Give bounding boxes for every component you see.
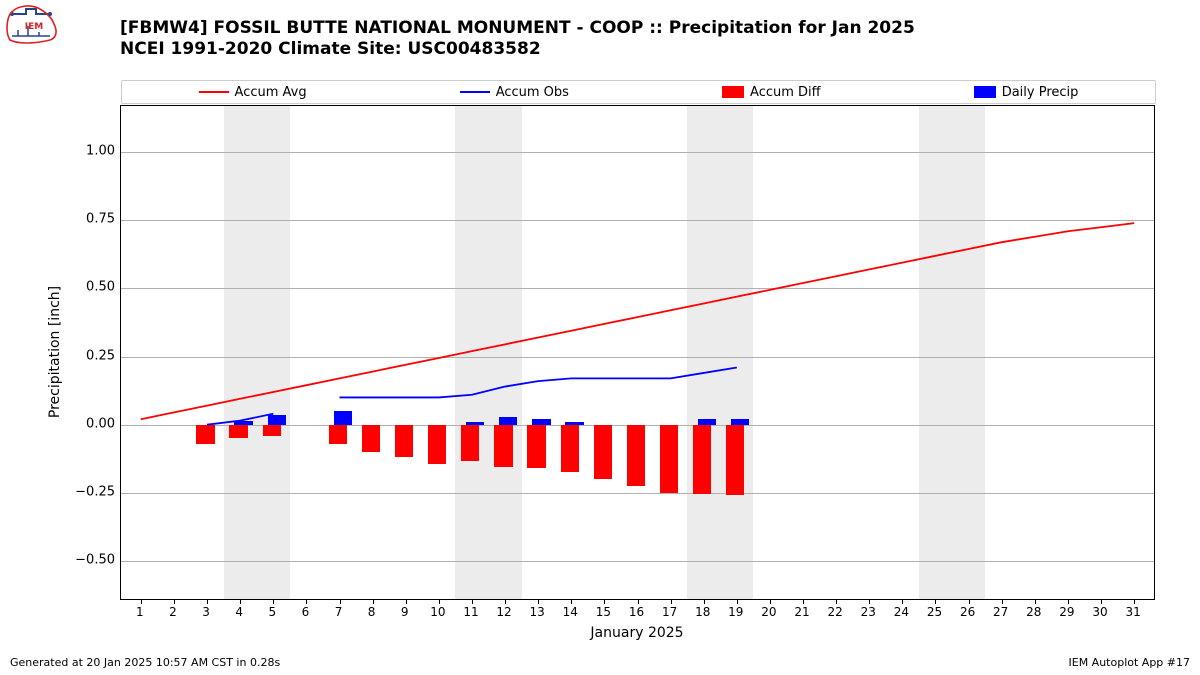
x-tick	[472, 599, 473, 604]
y-tick-label: 0.00	[86, 416, 115, 431]
x-tick	[1068, 599, 1069, 604]
legend-label-obs: Accum Obs	[496, 85, 569, 100]
footer-generated: Generated at 20 Jan 2025 10:57 AM CST in…	[10, 656, 280, 669]
line-accum-avg	[141, 223, 1134, 419]
x-tick	[505, 599, 506, 604]
x-tick	[737, 599, 738, 604]
x-tick-label: 11	[463, 605, 478, 619]
x-tick-label: 7	[335, 605, 343, 619]
x-tick	[1035, 599, 1036, 604]
x-tick-label: 15	[596, 605, 611, 619]
x-tick	[141, 599, 142, 604]
x-tick	[803, 599, 804, 604]
x-tick	[273, 599, 274, 604]
x-tick	[174, 599, 175, 604]
x-tick	[604, 599, 605, 604]
x-tick-label: 19	[728, 605, 743, 619]
x-tick-label: 4	[235, 605, 243, 619]
y-tick-label: 0.25	[86, 348, 115, 363]
x-tick	[207, 599, 208, 604]
x-tick-label: 14	[563, 605, 578, 619]
x-tick-label: 3	[202, 605, 210, 619]
x-tick-label: 30	[1092, 605, 1107, 619]
legend-accum-diff: Accum Diff	[722, 85, 821, 100]
x-tick	[240, 599, 241, 604]
title-line-1: [FBMW4] FOSSIL BUTTE NATIONAL MONUMENT -…	[120, 18, 915, 39]
x-tick	[571, 599, 572, 604]
y-tick-label: 0.50	[86, 280, 115, 295]
x-tick-label: 8	[368, 605, 376, 619]
x-tick-label: 21	[794, 605, 809, 619]
y-tick-label: 1.00	[86, 144, 115, 159]
x-tick	[671, 599, 672, 604]
legend-patch-diff	[722, 86, 744, 98]
x-tick-label: 17	[662, 605, 677, 619]
y-axis-label: Precipitation [inch]	[47, 286, 63, 418]
x-tick	[836, 599, 837, 604]
legend-line-avg	[199, 91, 229, 93]
x-tick	[770, 599, 771, 604]
iem-logo: IEM	[6, 4, 60, 44]
footer-appid: IEM Autoplot App #17	[1069, 656, 1191, 669]
y-tick-label: 0.75	[86, 212, 115, 227]
x-tick-label: 1	[136, 605, 144, 619]
x-tick	[869, 599, 870, 604]
legend-accum-obs: Accum Obs	[460, 85, 569, 100]
x-tick	[340, 599, 341, 604]
legend-label-daily: Daily Precip	[1002, 85, 1079, 100]
x-tick-label: 5	[268, 605, 276, 619]
x-tick	[1134, 599, 1135, 604]
x-tick	[902, 599, 903, 604]
x-tick	[969, 599, 970, 604]
svg-text:IEM: IEM	[25, 22, 43, 32]
x-tick	[373, 599, 374, 604]
x-tick-label: 13	[530, 605, 545, 619]
x-tick-label: 27	[993, 605, 1008, 619]
y-tick-label: −0.25	[75, 484, 115, 499]
x-tick-label: 28	[1026, 605, 1041, 619]
x-tick-label: 25	[927, 605, 942, 619]
x-tick-label: 24	[894, 605, 909, 619]
legend-label-diff: Accum Diff	[750, 85, 821, 100]
x-tick-label: 6	[302, 605, 310, 619]
x-tick-label: 20	[761, 605, 776, 619]
x-tick-label: 16	[629, 605, 644, 619]
x-tick-label: 2	[169, 605, 177, 619]
legend-patch-daily	[974, 86, 996, 98]
legend-accum-avg: Accum Avg	[199, 85, 307, 100]
x-tick-label: 10	[430, 605, 445, 619]
legend: Accum Avg Accum Obs Accum Diff Daily Pre…	[121, 80, 1156, 104]
y-tick-label: −0.50	[75, 552, 115, 567]
x-tick-label: 29	[1059, 605, 1074, 619]
x-tick-label: 9	[401, 605, 409, 619]
legend-label-avg: Accum Avg	[235, 85, 307, 100]
x-tick-label: 18	[695, 605, 710, 619]
title-line-2: NCEI 1991-2020 Climate Site: USC00483582	[120, 39, 915, 60]
x-tick	[439, 599, 440, 604]
legend-line-obs	[460, 91, 490, 93]
x-axis-label: January 2025	[590, 625, 683, 641]
x-tick	[406, 599, 407, 604]
x-tick	[704, 599, 705, 604]
x-tick	[1002, 599, 1003, 604]
legend-daily-precip: Daily Precip	[974, 85, 1079, 100]
x-tick-label: 12	[496, 605, 511, 619]
line-series	[121, 106, 1154, 599]
x-tick-label: 26	[960, 605, 975, 619]
plot-area	[120, 105, 1155, 600]
x-tick	[638, 599, 639, 604]
x-tick	[306, 599, 307, 604]
x-tick	[1101, 599, 1102, 604]
x-tick-label: 22	[828, 605, 843, 619]
x-tick	[538, 599, 539, 604]
line-accum-obs	[207, 367, 737, 424]
x-tick-label: 31	[1125, 605, 1140, 619]
x-tick	[935, 599, 936, 604]
x-tick-label: 23	[861, 605, 876, 619]
chart-title: [FBMW4] FOSSIL BUTTE NATIONAL MONUMENT -…	[120, 18, 915, 61]
